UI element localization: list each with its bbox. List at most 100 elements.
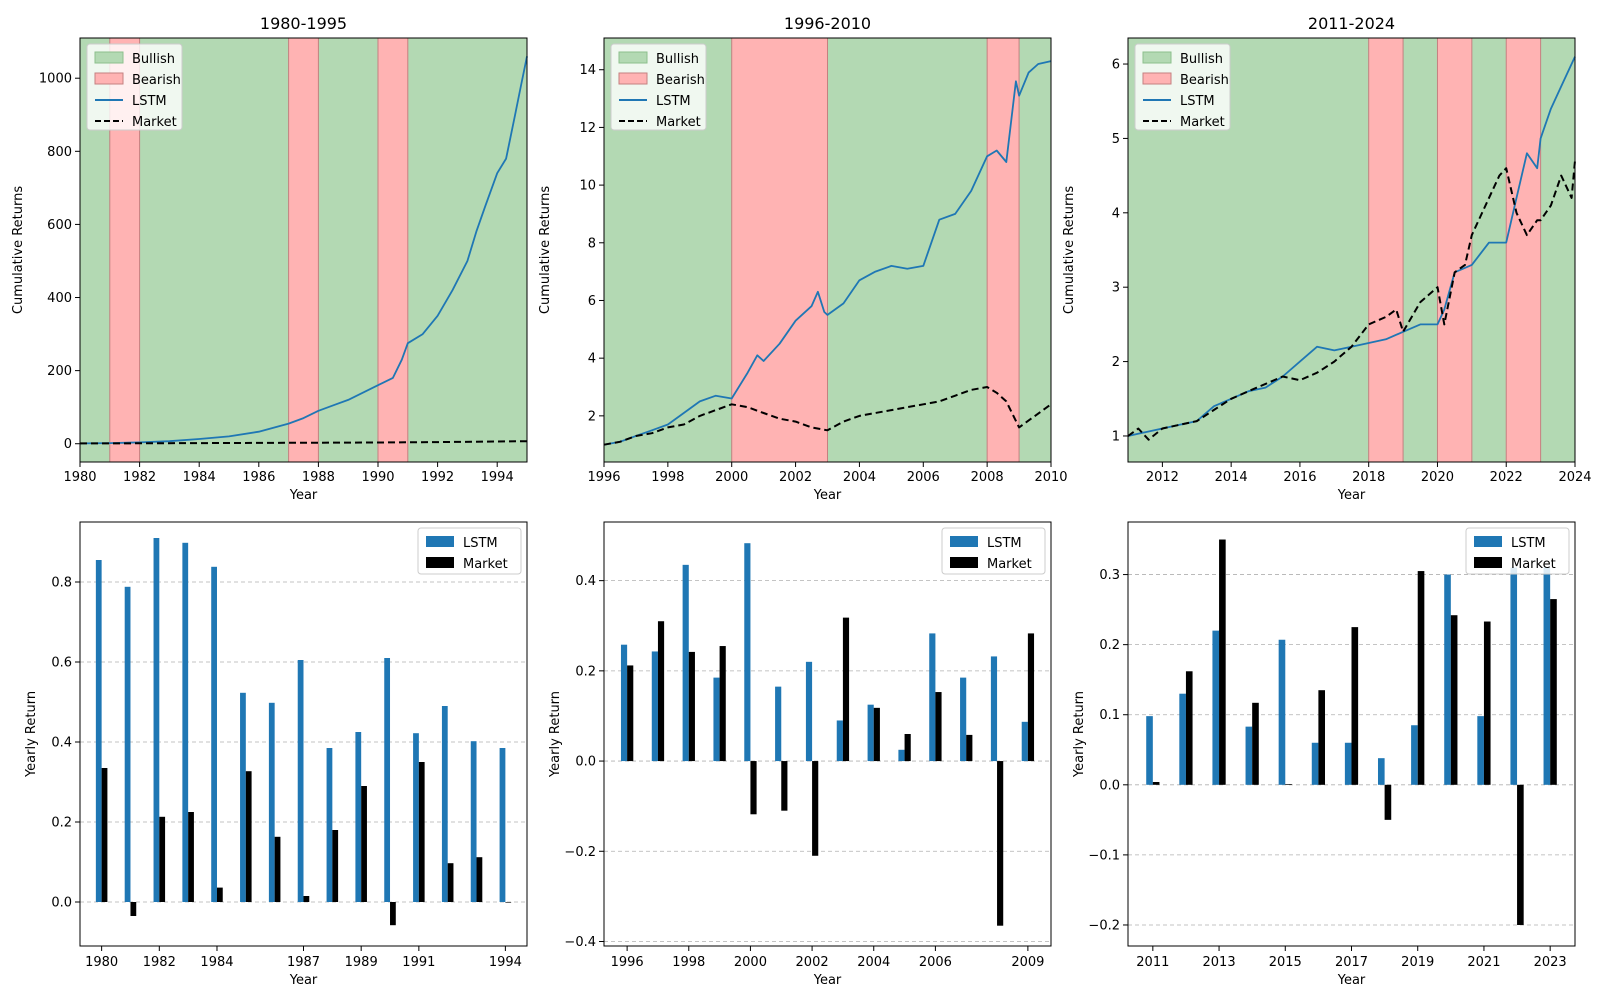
x-tick-label: 2006 [919,955,952,970]
bar-market-1990 [390,902,396,926]
legend-item-bearish-swatch [618,72,648,85]
x-tick-label: 2011 [1136,955,1169,970]
chart-title: 2011-2024 [1308,14,1395,33]
x-tick-label: 1982 [123,470,156,485]
market-line [603,386,1052,446]
legend: Bullish Bearish LSTM Market [86,43,183,131]
x-tick-label: 1994 [489,955,522,970]
x-tick-label: 2000 [734,955,767,970]
chart-title: 1996-2010 [784,14,871,33]
bearish-band-1 [288,37,319,463]
y-tick-label: 5 [1112,132,1120,147]
x-tick-label: 2023 [1534,955,1567,970]
axes-frame [79,37,528,463]
bar-market-2000 [750,761,757,815]
y-tick-label: −0.1 [1088,848,1120,863]
bar-market-2001 [781,761,788,811]
bar-lstm-1981 [124,586,131,902]
x-tick-label: 1988 [302,470,335,485]
y-tick-label: 8 [588,236,596,251]
bar-market-2008 [997,761,1004,926]
y-tick-label: 3 [1112,281,1120,296]
legend-item-bearish-swatch [1142,72,1172,85]
x-tick-label: 1994 [481,470,514,485]
bar-lstm-2009 [1021,721,1028,762]
x-tick-label: 2021 [1467,955,1500,970]
y-tick-label: −0.4 [564,935,596,950]
y-tick-label: 0.0 [51,896,72,911]
y-tick-label: 800 [47,145,72,160]
bar-lstm-2016 [1311,742,1319,785]
bar-lstm-2007 [960,677,967,762]
bar-market-1998 [688,651,695,762]
bar-lstm-1989 [355,732,362,902]
y-tick-label: 2 [588,409,596,424]
legend-item-lstm: LSTM [1180,94,1215,109]
y-axis-label: Cumulative Returns [1062,186,1077,314]
legend-item-market: Market [1180,115,1225,130]
bar-lstm-2000 [744,543,751,762]
bar-lstm-2008 [990,656,998,762]
x-tick-label: 1987 [287,955,320,970]
legend-item-lstm: LSTM [1511,536,1546,551]
bar-lstm-2017 [1344,742,1352,785]
bar-lstm-1982 [153,538,160,902]
y-tick-label: 0.2 [575,664,596,679]
bar-chart-1996-2010: 1996 1998 2000 2002 2004 2006 2009 −0.4 −0.2 0.0 0… [548,521,1052,988]
bar-market-1996 [627,665,634,762]
y-tick-label: 0.1 [1099,708,1120,723]
x-tick-label: 1980 [85,955,118,970]
bearish-band-0 [1368,37,1404,463]
x-tick-label: 1984 [183,470,216,485]
legend-item-bullish-swatch [94,51,124,64]
bearish-band-1 [1436,37,1473,463]
bar-market-2016 [1318,690,1326,785]
y-tick-label: 0.2 [51,816,72,831]
x-tick-label: 2019 [1401,955,1434,970]
x-tick-label: 2008 [971,470,1004,485]
bar-market-2003 [842,617,850,762]
legend-swatch-market [1474,557,1502,568]
bar-lstm-2014 [1245,726,1253,785]
bar-lstm-2011 [1146,716,1153,785]
legend-swatch-lstm [950,536,978,547]
lstm-line [603,60,1052,446]
line-chart-2011-2024: 2012 2014 2016 2018 2020 2022 2024 1 2 3 4 5 6 2011-2… [1062,14,1592,503]
x-tick-label: 2017 [1335,955,1368,970]
bar-market-1982 [159,816,166,902]
bearish-band-2 [377,37,409,463]
bar-lstm-2006 [929,633,936,762]
bar-lstm-2012 [1179,693,1186,785]
legend-item-bullish: Bullish [656,52,699,67]
bar-chart-1980-1995: 1980 1982 1984 1987 1989 1991 1994 0.0 0.2 0.4 0.6… [24,521,528,988]
bar-lstm-2003 [836,720,843,762]
x-tick-label: 2018 [1352,470,1385,485]
legend-swatch-market [426,557,454,568]
bar-market-1984 [216,887,223,902]
x-axis-label: Year [813,488,842,503]
y-tick-label: −0.2 [564,845,596,860]
y-tick-label: 0.2 [1099,638,1120,653]
axes-frame [603,37,1052,463]
x-tick-label: 1982 [143,955,176,970]
bar-lstm-1993 [470,741,477,902]
bar-market-1992 [447,863,454,902]
bar-market-2017 [1351,627,1359,785]
bar-lstm-1994 [499,748,506,902]
bar-market-1997 [657,621,665,762]
y-tick-label: −0.2 [1088,918,1120,933]
bar-market-2014 [1252,702,1259,785]
bar-lstm-1996 [620,644,628,762]
legend-swatch-market [950,557,978,568]
x-axis-label: Year [1337,488,1366,503]
bar-market-1981 [130,902,137,916]
legend-box [86,43,183,131]
x-tick-label: 2000 [715,470,748,485]
bar-market-1999 [719,646,726,762]
bar-lstm-2021 [1477,716,1484,785]
x-tick-label: 1989 [345,955,378,970]
bar-market-1983 [188,812,194,902]
axes-frame [1127,37,1576,463]
legend-box [1134,43,1231,131]
bar-lstm-2005 [898,749,905,762]
